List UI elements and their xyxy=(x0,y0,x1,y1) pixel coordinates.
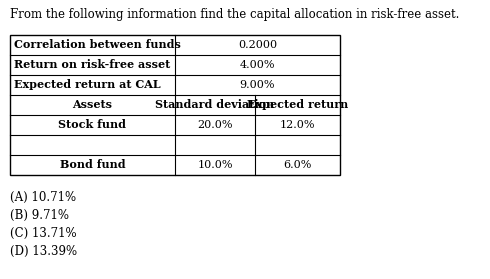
Text: 0.2000: 0.2000 xyxy=(238,40,277,50)
Text: Expected return: Expected return xyxy=(247,100,348,110)
Text: Standard deviation: Standard deviation xyxy=(155,100,274,110)
Text: 6.0%: 6.0% xyxy=(283,160,312,170)
Text: 12.0%: 12.0% xyxy=(280,120,315,130)
Text: 20.0%: 20.0% xyxy=(197,120,233,130)
Text: Assets: Assets xyxy=(73,100,113,110)
Text: From the following information find the capital allocation in risk-free asset.: From the following information find the … xyxy=(10,8,459,21)
Text: Stock fund: Stock fund xyxy=(58,119,126,131)
Text: Correlation between funds: Correlation between funds xyxy=(14,40,181,50)
Text: (D) 13.39%: (D) 13.39% xyxy=(10,245,77,258)
Text: Return on risk-free asset: Return on risk-free asset xyxy=(14,59,170,71)
Text: Bond fund: Bond fund xyxy=(60,160,125,170)
Text: (B) 9.71%: (B) 9.71% xyxy=(10,209,69,222)
Text: (A) 10.71%: (A) 10.71% xyxy=(10,191,76,204)
Text: Expected return at CAL: Expected return at CAL xyxy=(14,80,161,90)
Text: (C) 13.71%: (C) 13.71% xyxy=(10,227,76,240)
Text: 10.0%: 10.0% xyxy=(197,160,233,170)
Text: 4.00%: 4.00% xyxy=(240,60,275,70)
Text: 9.00%: 9.00% xyxy=(240,80,275,90)
